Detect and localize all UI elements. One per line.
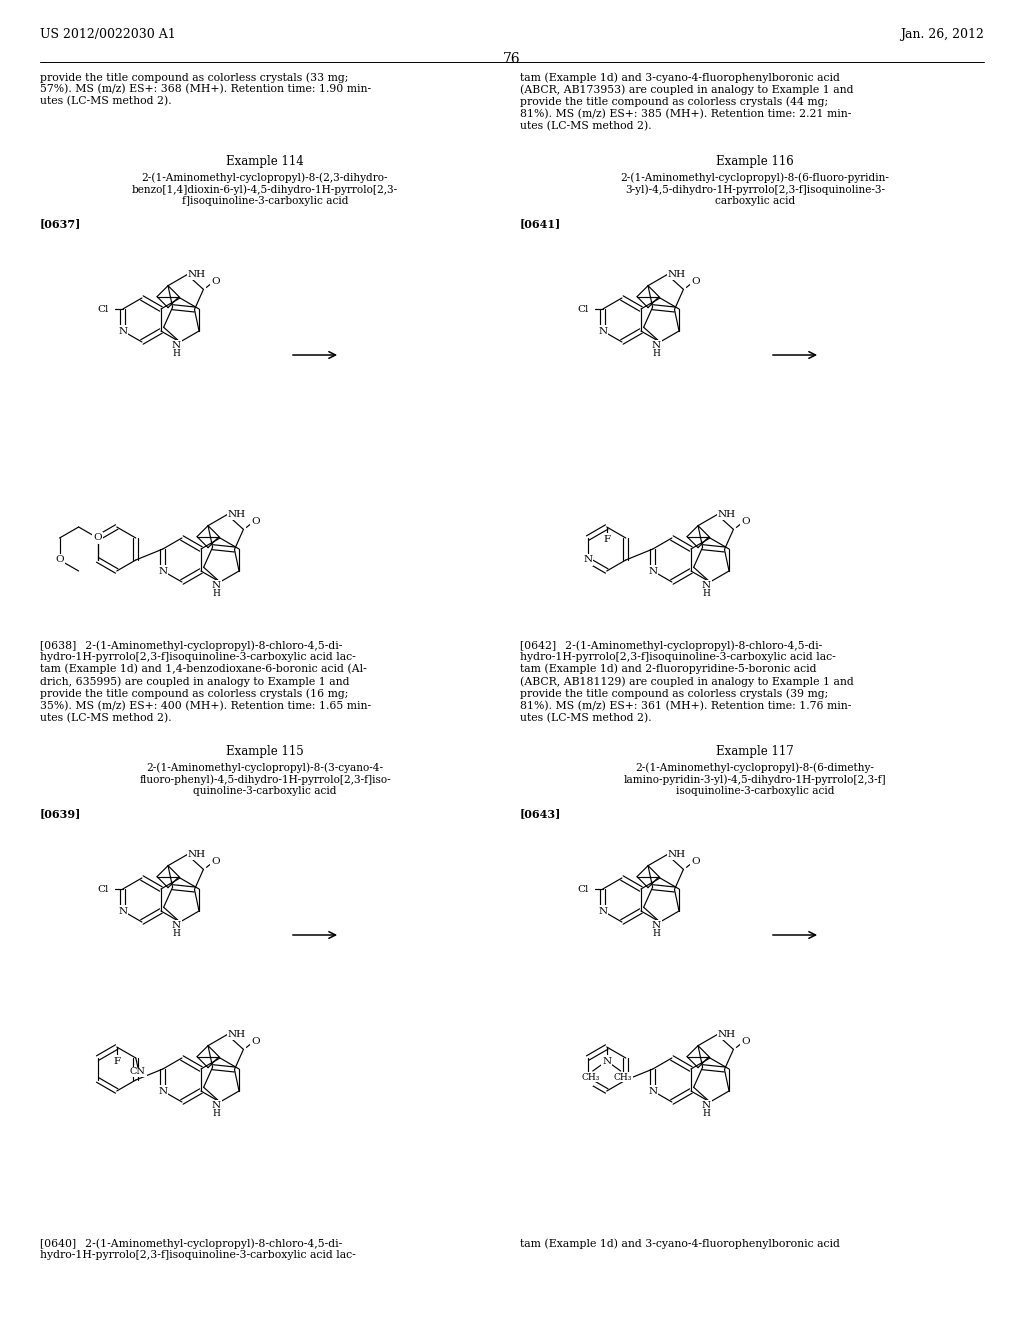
Text: provide the title compound as colorless crystals (33 mg;
57%). MS (m/z) ES+: 368: provide the title compound as colorless … [40,73,371,107]
Text: H: H [652,929,659,939]
Text: [0640]  2-(1-Aminomethyl-cyclopropyl)-8-chloro-4,5-di-
hydro-1H-pyrrolo[2,3-f]is: [0640] 2-(1-Aminomethyl-cyclopropyl)-8-c… [40,1238,355,1261]
Text: F: F [114,1056,120,1065]
Text: [0642]  2-(1-Aminomethyl-cyclopropyl)-8-chloro-4,5-di-
hydro-1H-pyrrolo[2,3-f]is: [0642] 2-(1-Aminomethyl-cyclopropyl)-8-c… [520,640,854,723]
Text: [0643]: [0643] [520,808,561,818]
Text: US 2012/0022030 A1: US 2012/0022030 A1 [40,28,176,41]
Text: H: H [212,590,220,598]
Text: H: H [172,350,180,359]
Text: CH₃: CH₃ [582,1072,600,1081]
Text: N: N [159,566,167,576]
Text: 76: 76 [503,51,521,66]
Text: N: N [651,342,660,351]
Text: Example 116: Example 116 [716,154,794,168]
Text: N: N [119,326,127,335]
Text: [0641]: [0641] [520,218,561,228]
Text: Example 114: Example 114 [226,154,304,168]
Text: NH: NH [188,271,206,279]
Text: Cl: Cl [97,884,109,894]
Text: [0637]: [0637] [40,218,81,228]
Text: H: H [172,929,180,939]
Text: CH₃: CH₃ [613,1072,632,1081]
Text: H: H [652,350,659,359]
Text: N: N [211,1101,220,1110]
Text: N: N [602,1056,611,1065]
Text: N: N [211,582,220,590]
Text: 2-(1-Aminomethyl-cyclopropyl)-8-(6-fluoro-pyridin-
3-yl)-4,5-dihydro-1H-pyrrolo[: 2-(1-Aminomethyl-cyclopropyl)-8-(6-fluor… [621,172,890,206]
Text: O: O [251,517,260,525]
Text: H: H [702,1110,710,1118]
Text: Cl: Cl [578,305,589,314]
Text: 2-(1-Aminomethyl-cyclopropyl)-8-(3-cyano-4-
fluoro-phenyl)-4,5-dihydro-1H-pyrrol: 2-(1-Aminomethyl-cyclopropyl)-8-(3-cyano… [139,762,391,796]
Text: CN: CN [130,1068,145,1077]
Text: [0639]: [0639] [40,808,81,818]
Text: N: N [598,326,607,335]
Text: N: N [171,921,180,931]
Text: Example 115: Example 115 [226,744,304,758]
Text: H: H [212,1110,220,1118]
Text: NH: NH [668,271,686,279]
Text: NH: NH [718,1030,736,1039]
Text: Jan. 26, 2012: Jan. 26, 2012 [900,28,984,41]
Text: O: O [741,1038,750,1045]
Text: NH: NH [718,510,736,519]
Text: N: N [701,1101,711,1110]
Text: NH: NH [188,850,206,859]
Text: N: N [171,342,180,351]
Text: Cl: Cl [578,884,589,894]
Text: [0638]  2-(1-Aminomethyl-cyclopropyl)-8-chloro-4,5-di-
hydro-1H-pyrrolo[2,3-f]is: [0638] 2-(1-Aminomethyl-cyclopropyl)-8-c… [40,640,371,723]
Text: O: O [691,277,699,286]
Text: Cl: Cl [97,305,109,314]
Text: O: O [93,533,102,543]
Text: Example 117: Example 117 [716,744,794,758]
Text: O: O [211,857,220,866]
Text: N: N [159,1086,167,1096]
Text: N: N [598,907,607,916]
Text: O: O [55,556,63,565]
Text: N: N [701,582,711,590]
Text: tam (Example 1d) and 3-cyano-4-fluorophenylboronic acid
(ABCR, AB173953) are cou: tam (Example 1d) and 3-cyano-4-fluorophe… [520,73,853,131]
Text: NH: NH [228,510,246,519]
Text: NH: NH [228,1030,246,1039]
Text: O: O [741,517,750,525]
Text: O: O [211,277,220,286]
Text: F: F [603,535,610,544]
Text: N: N [651,921,660,931]
Text: 2-(1-Aminomethyl-cyclopropyl)-8-(6-dimethy-
lamino-pyridin-3-yl)-4,5-dihydro-1H-: 2-(1-Aminomethyl-cyclopropyl)-8-(6-dimet… [624,762,887,796]
Text: tam (Example 1d) and 3-cyano-4-fluorophenylboronic acid: tam (Example 1d) and 3-cyano-4-fluorophe… [520,1238,840,1249]
Text: N: N [648,566,657,576]
Text: N: N [583,1076,592,1085]
Text: N: N [648,1086,657,1096]
Text: N: N [119,907,127,916]
Text: O: O [691,857,699,866]
Text: NH: NH [668,850,686,859]
Text: N: N [583,556,592,565]
Text: H: H [702,590,710,598]
Text: O: O [251,1038,260,1045]
Text: 2-(1-Aminomethyl-cyclopropyl)-8-(2,3-dihydro-
benzo[1,4]dioxin-6-yl)-4,5-dihydro: 2-(1-Aminomethyl-cyclopropyl)-8-(2,3-dih… [132,172,398,206]
